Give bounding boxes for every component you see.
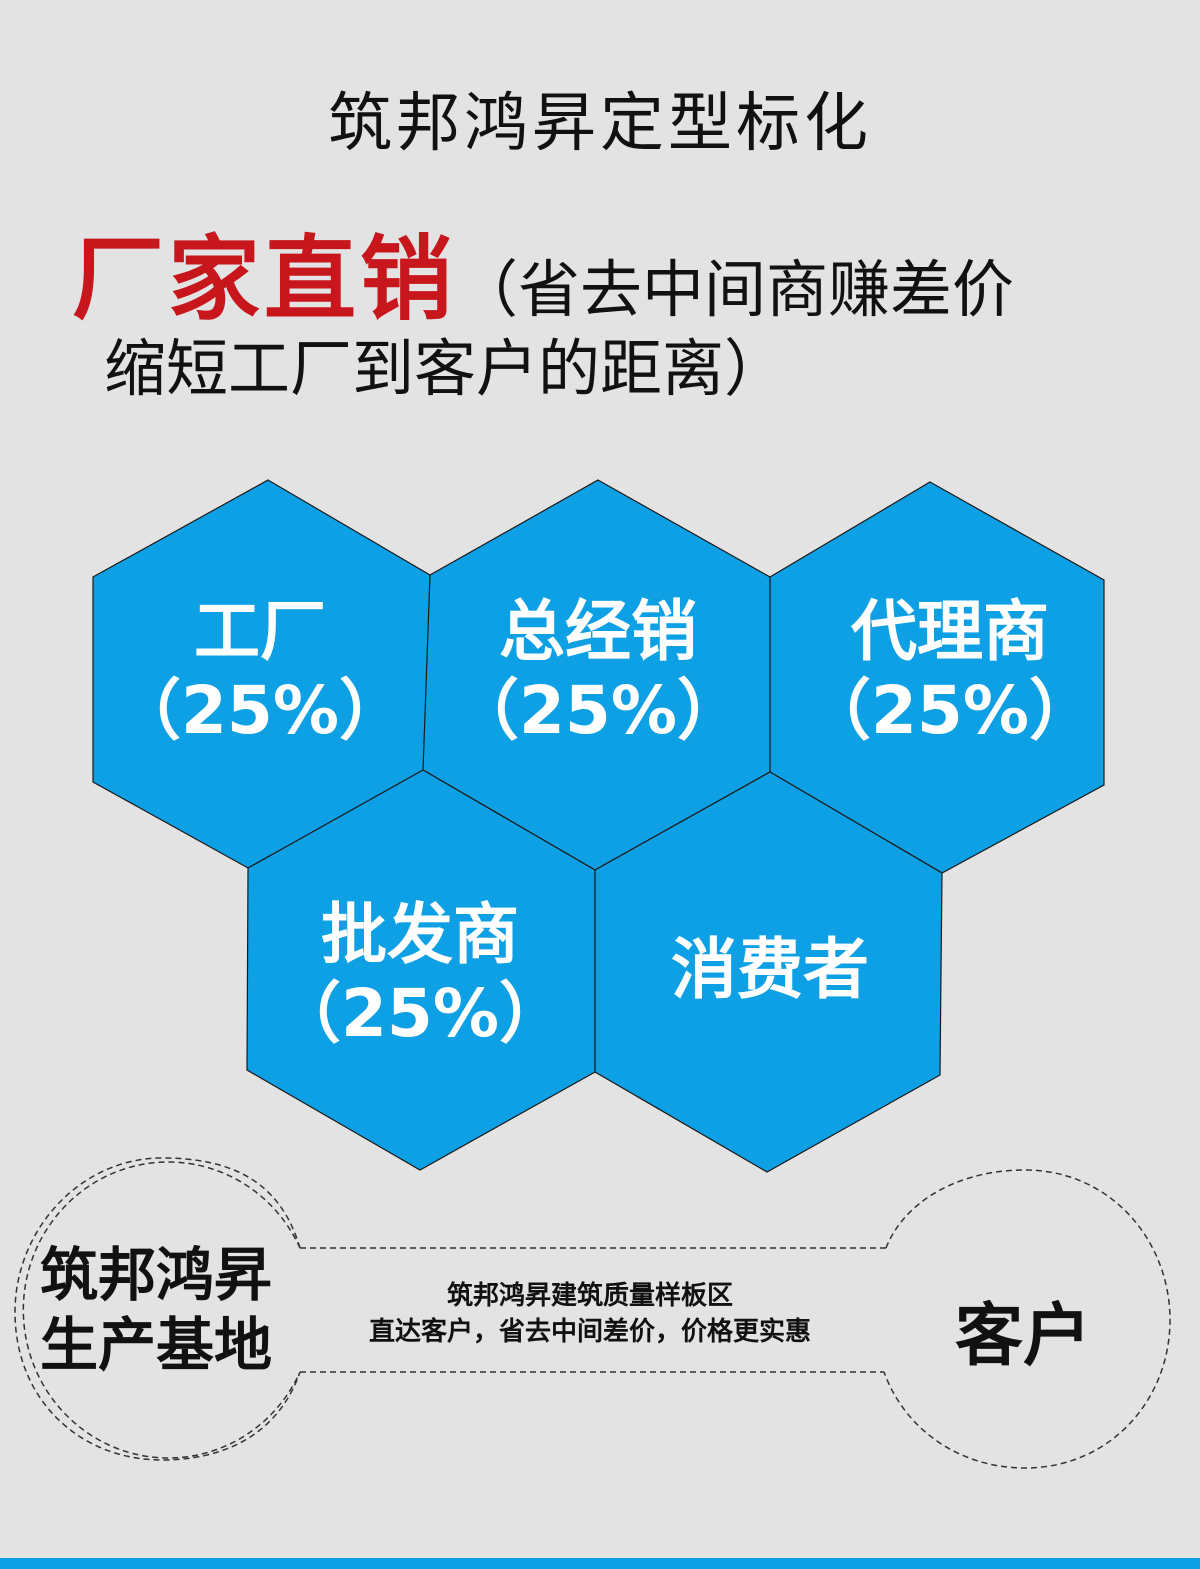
middle-line-2: 直达客户，省去中间差价，价格更实惠: [368, 1317, 811, 1347]
hexagon-consumer: [594, 771, 943, 1173]
hex-percent: （25%）: [275, 975, 565, 1053]
headline-note-2: 缩短工厂到客户的距离）: [104, 332, 787, 405]
bottom-bar: [0, 1558, 1200, 1569]
middle-line-1: 筑邦鸿昇建筑质量样板区: [446, 1281, 733, 1311]
production-base-line-2: 生产基地: [40, 1311, 273, 1379]
page-title: 筑邦鸿昇定型标化: [328, 87, 872, 161]
hex-percent: （25%）: [115, 672, 405, 750]
hexagon-agent-label: 代理商 （25%）: [780, 592, 1120, 750]
hexagon-general-distributor-label: 总经销 （25%）: [428, 592, 768, 750]
customer-label: 客户: [955, 1297, 1092, 1376]
hexagon-wholesaler-label: 批发商 （25%）: [250, 895, 590, 1053]
hexagon-factory-label: 工厂 （25%）: [90, 592, 430, 750]
hex-name: 工厂: [194, 593, 326, 670]
dashed-connector: [14, 1157, 1171, 1469]
hex-percent: （25%）: [805, 672, 1095, 750]
headline: 厂家直销（省去中间商赚差价: [72, 205, 1014, 338]
hex-name: 代理商: [851, 593, 1049, 670]
headline-note-1: （省去中间商赚差价: [456, 253, 1015, 326]
hex-name: 消费者: [671, 931, 869, 1008]
hex-name: 批发商: [321, 896, 519, 973]
production-base-line-1: 筑邦鸿昇: [40, 1241, 273, 1309]
hexagon-consumer-label: 消费者: [600, 930, 940, 1009]
hex-percent: （25%）: [453, 672, 743, 750]
production-base-label: 筑邦鸿昇 生产基地: [40, 1240, 272, 1380]
headline-emphasis: 厂家直销: [72, 226, 457, 333]
hex-name: 总经销: [499, 593, 697, 670]
